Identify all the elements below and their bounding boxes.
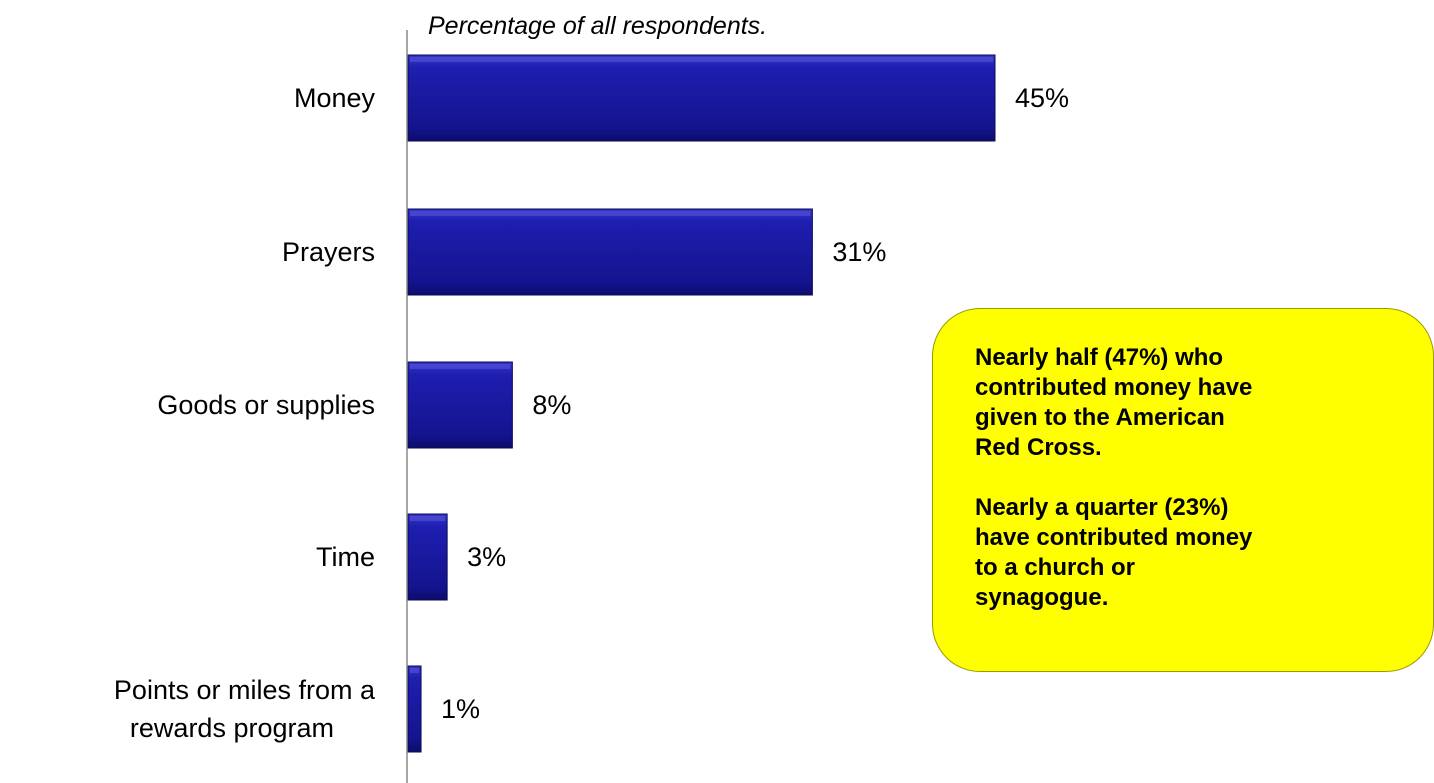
data-label-4: 1%: [441, 694, 480, 724]
category-label-line: Goods or supplies: [157, 390, 375, 420]
category-label-3: Time: [316, 542, 375, 572]
data-label-0: 45%: [1015, 83, 1069, 113]
category-label-line: Time: [316, 542, 375, 572]
bar-highlight-1: [410, 211, 811, 216]
bar-1: [407, 208, 813, 296]
data-label-3: 3%: [467, 542, 506, 572]
bar-3: [407, 513, 448, 601]
chart-subtitle: Percentage of all respondents.: [428, 12, 768, 40]
bar-highlight-0: [410, 57, 993, 62]
category-label-line: Prayers: [282, 237, 375, 267]
category-label-line: Money: [294, 83, 376, 113]
category-label-2: Goods or supplies: [157, 390, 375, 420]
data-label-1: 31%: [832, 237, 886, 267]
category-label-4: Points or miles from a rewards program: [114, 675, 376, 743]
callout-box: Nearly half (47%) who contributed money …: [932, 308, 1434, 672]
bar-0: [407, 54, 996, 142]
category-label-line: Points or miles from a: [114, 675, 376, 705]
bar-2: [407, 361, 513, 449]
callout-paragraph-1: Nearly half (47%) who contributed money …: [975, 344, 1253, 461]
callout-paragraph-2: Nearly a quarter (23%) have contributed …: [975, 494, 1253, 611]
bar-highlight-2: [410, 364, 511, 369]
bar-highlight-3: [410, 516, 446, 521]
data-label-2: 8%: [532, 390, 571, 420]
bar-4: [407, 665, 422, 753]
category-label-0: Money: [294, 83, 376, 113]
category-label-line: rewards program: [130, 713, 334, 743]
category-label-1: Prayers: [282, 237, 375, 267]
bar-highlight-4: [410, 668, 420, 673]
